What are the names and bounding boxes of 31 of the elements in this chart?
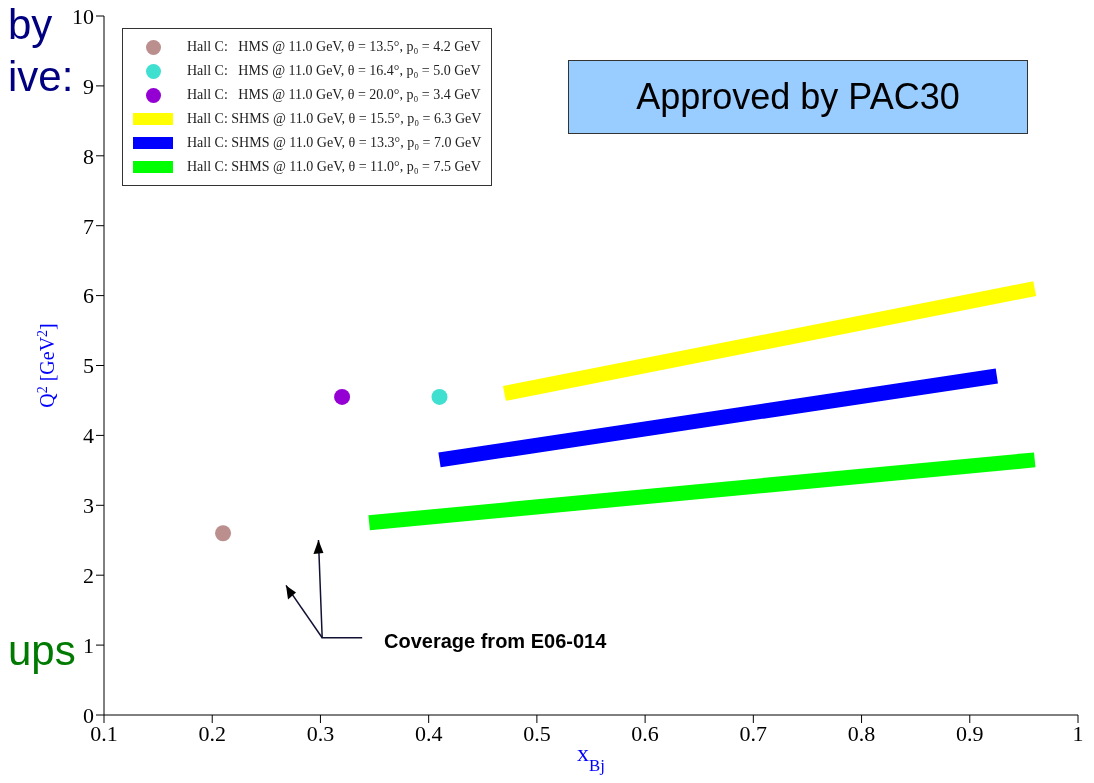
- y-tick-label: 4: [83, 423, 94, 449]
- x-tick-label: 0.4: [414, 720, 443, 746]
- annotation: Coverage from E06-014: [384, 630, 607, 653]
- y-tick-label: 1: [83, 632, 94, 658]
- legend-label: Hall C: SHMS @ 11.0 GeV, θ = 11.0°, p₀ = 7.5 GeV: [187, 159, 481, 175]
- y-tick-label: 9: [83, 73, 94, 99]
- x-tick-label: 0.9: [956, 720, 984, 746]
- x-tick-label: 0.8: [847, 720, 876, 746]
- y-tick-label: 5: [83, 353, 94, 379]
- x-tick-label: 0.5: [523, 720, 551, 746]
- x-tick-label: 0.2: [198, 720, 226, 746]
- y-tick-label: 0: [83, 702, 94, 728]
- x-tick-label: 0.3: [306, 720, 335, 746]
- text: by: [8, 1, 53, 48]
- text: ive:: [8, 53, 74, 100]
- y-tick-label: 7: [83, 213, 94, 239]
- y-tick-label: 3: [83, 493, 94, 519]
- legend-label: Hall C: HMS @ 11.0 GeV, θ = 20.0°, p₀ = 3.4 GeV: [187, 87, 481, 103]
- legend-label: Hall C: SHMS @ 11.0 GeV, θ = 13.3°, p₀ = 7.0 GeV: [187, 135, 482, 151]
- x-axis-title: x$_{Bj}$: [577, 740, 605, 775]
- text: ups: [8, 627, 76, 674]
- legend-label: Hall C: SHMS @ 11.0 GeV, θ = 15.5°, p₀ = 6.3 GeV: [187, 111, 482, 127]
- x-tick-label: 0.6: [631, 720, 659, 746]
- y-tick-label: 10: [72, 3, 94, 29]
- legend-label: Hall C: HMS @ 11.0 GeV, θ = 13.5°, p₀ = 4.2 GeV: [187, 39, 481, 55]
- y-tick-label: 6: [83, 283, 94, 309]
- x-tick-label: 1: [1072, 720, 1084, 746]
- y-tick-label: 2: [83, 563, 94, 589]
- y-tick-label: 8: [83, 143, 94, 169]
- x-tick-label: 0.7: [739, 720, 768, 746]
- legend-label: Hall C: HMS @ 11.0 GeV, θ = 16.4°, p₀ = 5.0 GeV: [187, 63, 481, 79]
